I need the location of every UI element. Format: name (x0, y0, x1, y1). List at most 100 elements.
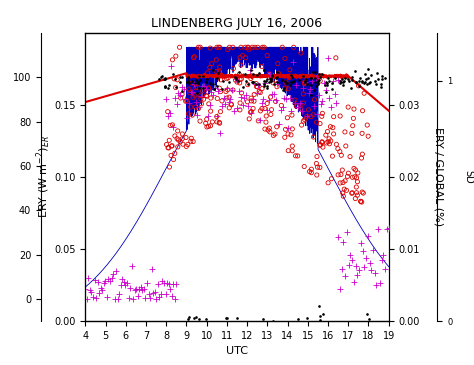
Point (173, 77, 181, 83)
Point (163, 142, 170, 147)
Point (196, 118, 204, 124)
Point (190, 139, 197, 145)
Point (303, 114, 310, 119)
Point (274, 70, 282, 76)
Point (262, 119, 270, 125)
Point (340, 186, 348, 192)
Point (205, 85, 212, 91)
Point (198, 101, 205, 107)
Point (200, 96, 207, 102)
Point (271, 131, 279, 137)
Point (247, 73, 255, 78)
Point (344, 173, 351, 179)
Point (224, 87, 231, 93)
Point (314, 164, 321, 170)
Point (364, 122, 371, 128)
Point (307, 114, 315, 120)
Point (260, 44, 268, 50)
Point (228, 101, 235, 107)
Point (273, 84, 281, 90)
Point (353, 175, 360, 181)
Point (306, 169, 313, 174)
Point (294, 153, 301, 159)
Point (255, 89, 263, 95)
Point (354, 179, 361, 185)
Point (244, 99, 251, 105)
Point (319, 144, 327, 150)
Point (216, 64, 224, 70)
Point (352, 167, 359, 173)
Point (170, 76, 178, 82)
Point (190, 55, 197, 61)
Point (290, 44, 298, 50)
Point (196, 93, 204, 99)
Point (316, 165, 324, 170)
Point (232, 77, 239, 83)
Point (206, 65, 214, 70)
Point (199, 88, 206, 94)
Point (313, 119, 320, 125)
Point (355, 83, 362, 89)
Point (312, 161, 320, 166)
Point (277, 103, 285, 108)
Point (172, 85, 180, 91)
Point (217, 77, 225, 83)
Point (213, 119, 221, 125)
Point (301, 117, 309, 123)
Point (252, 81, 260, 87)
Point (191, 54, 198, 59)
Point (357, 199, 365, 204)
Point (281, 55, 289, 61)
Point (263, 113, 270, 119)
Point (334, 172, 342, 178)
Point (319, 111, 326, 116)
Point (229, 87, 237, 93)
Point (247, 110, 255, 115)
Point (222, 89, 230, 95)
Point (330, 131, 337, 137)
Point (195, 105, 202, 111)
Point (205, 101, 213, 107)
Point (357, 198, 365, 204)
Point (288, 148, 296, 154)
Point (264, 100, 271, 106)
Point (297, 105, 305, 111)
Point (178, 91, 186, 97)
Point (342, 143, 350, 149)
Point (244, 44, 251, 50)
Point (241, 44, 249, 50)
Point (360, 90, 368, 96)
Point (272, 99, 279, 104)
Point (164, 109, 172, 115)
Point (329, 125, 337, 131)
Point (197, 96, 205, 102)
Point (236, 107, 244, 113)
Point (182, 135, 190, 141)
Point (247, 76, 255, 81)
Point (338, 167, 346, 173)
Title: LINDENBERG JULY 16, 2006: LINDENBERG JULY 16, 2006 (151, 17, 323, 30)
Point (165, 164, 173, 170)
Point (341, 178, 349, 184)
Point (337, 113, 344, 119)
Y-axis label: ERY (W m$^{-2}$)$_{ER}$: ERY (W m$^{-2}$)$_{ER}$ (35, 136, 53, 218)
Point (183, 98, 191, 104)
Point (358, 130, 366, 136)
Point (316, 121, 324, 127)
Point (269, 80, 277, 86)
Point (203, 124, 211, 130)
Point (258, 105, 266, 111)
Point (250, 98, 258, 104)
Point (216, 44, 223, 50)
Point (205, 123, 212, 129)
Point (264, 127, 272, 133)
Point (348, 190, 356, 196)
Point (308, 166, 315, 172)
Point (226, 94, 233, 100)
Point (313, 172, 320, 178)
Point (237, 100, 244, 106)
Point (273, 124, 281, 130)
Point (184, 111, 192, 117)
Point (358, 151, 366, 157)
Point (238, 90, 246, 96)
